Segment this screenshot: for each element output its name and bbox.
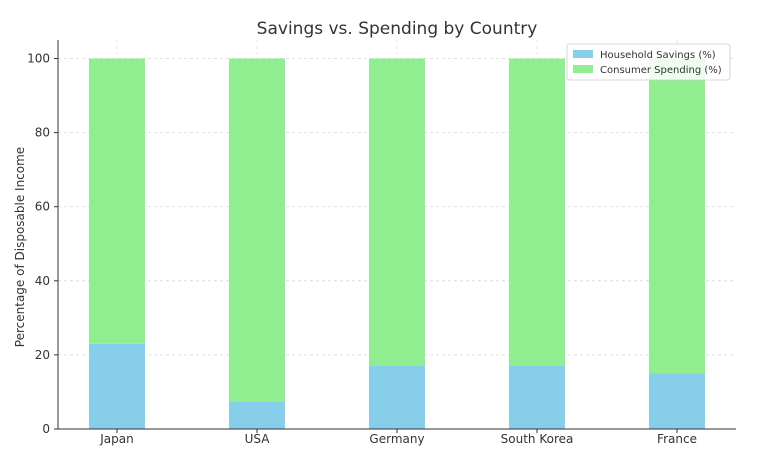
y-tick-label: 100 bbox=[27, 52, 50, 66]
x-tick-label: USA bbox=[245, 432, 271, 446]
bar-savings-france bbox=[649, 373, 705, 429]
x-tick-label: South Korea bbox=[501, 432, 574, 446]
tick-labels: 0 20 40 60 80 100 Japan USA Germany South Korea Fr… bbox=[27, 52, 697, 446]
bar-savings-usa bbox=[229, 401, 285, 429]
bar-spending-france bbox=[649, 58, 705, 374]
x-tick-label: Germany bbox=[369, 432, 424, 446]
legend-box bbox=[566, 43, 731, 81]
bars bbox=[89, 58, 705, 429]
x-tick-label: Japan bbox=[99, 432, 133, 446]
bar-spending-south-korea bbox=[509, 58, 565, 367]
y-tick-label: 80 bbox=[35, 126, 50, 140]
axes bbox=[54, 40, 736, 433]
y-tick-label: 60 bbox=[35, 200, 50, 214]
legend-swatch bbox=[573, 50, 593, 58]
legend: Household Savings (%) Consumer Spending (… bbox=[566, 43, 731, 81]
legend-label: Consumer Spending (%) bbox=[600, 65, 722, 76]
bar-savings-south-korea bbox=[509, 366, 565, 429]
bar-spending-japan bbox=[89, 58, 145, 344]
legend-label: Household Savings (%) bbox=[600, 50, 716, 61]
chart-title: Savings vs. Spending by Country bbox=[257, 19, 538, 39]
bar-savings-germany bbox=[369, 366, 425, 429]
bar-spending-germany bbox=[369, 58, 425, 367]
bar-savings-japan bbox=[89, 343, 145, 429]
legend-swatch bbox=[573, 65, 593, 73]
y-axis-label: Percentage of Disposable Income bbox=[13, 147, 27, 347]
y-tick-label: 20 bbox=[35, 348, 50, 362]
bar-spending-usa bbox=[229, 58, 285, 402]
x-tick-label: France bbox=[657, 432, 697, 446]
y-tick-label: 0 bbox=[42, 422, 50, 436]
y-tick-label: 40 bbox=[35, 274, 50, 288]
